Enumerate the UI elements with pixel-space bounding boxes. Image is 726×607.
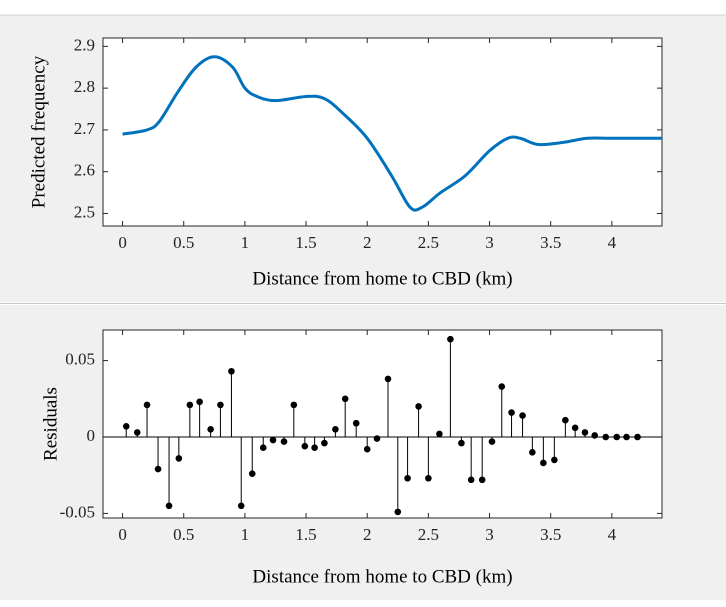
stem-marker [498,383,506,390]
x-tick-label: 2 [363,525,372,544]
stem-marker [571,424,579,432]
x-tick-label: 3.5 [540,233,561,252]
y-axis-label: Residuals [40,387,61,461]
stem-marker [259,444,267,451]
stem-marker [478,476,486,484]
stem-marker [404,474,411,482]
stem-marker [551,456,558,464]
x-axis-label: Distance from home to CBD (km) [252,268,512,289]
stem-marker [196,398,203,406]
stem-marker [341,395,349,403]
stem-marker [228,367,235,375]
x-tick-label: 0.5 [173,525,194,544]
stem-marker [540,459,547,467]
stem-marker [508,409,515,416]
x-tick-label: 3 [485,525,494,544]
x-tick-label: 1 [241,233,250,252]
stem-marker [165,502,173,510]
stem-marker [581,429,589,436]
x-tick-label: 2.5 [418,233,439,252]
x-tick-label: 2.5 [418,525,439,544]
stem-marker [269,436,277,444]
stem-marker [301,442,309,450]
x-tick-label: 2 [363,233,372,252]
stem-marker [122,422,130,430]
stem-marker [321,439,328,447]
y-tick-label: 2.9 [74,35,95,54]
x-tick-label: 0 [118,525,127,544]
stem-marker [280,438,288,445]
stem-marker [373,435,381,442]
x-tick-label: 4 [608,525,617,544]
y-axis-label: Predicted frequency [28,55,49,208]
stem-marker [623,433,630,441]
y-tick-label: 2.5 [74,202,95,221]
x-tick-label: 3.5 [540,525,561,544]
y-tick-label: 2.6 [74,161,95,180]
stem-marker [529,448,536,456]
x-tick-label: 1.5 [295,525,316,544]
stem-marker [436,430,443,438]
x-tick-label: 1.5 [295,233,316,252]
stem-marker [458,439,465,447]
stem-marker [290,401,298,409]
stem-marker [207,426,214,433]
stem-marker [237,502,245,510]
stem-marker [384,375,392,383]
y-tick-label: 2.8 [74,77,95,96]
x-axis-label: Distance from home to CBD (km) [252,566,512,587]
y-tick-label: 0.05 [65,349,95,368]
stem-marker [186,401,194,409]
x-tick-label: 3 [485,233,494,252]
stem-marker [634,433,641,441]
stem-marker [613,433,621,441]
stem-marker [175,455,183,462]
stem-marker [519,412,526,419]
stem-marker [352,419,360,427]
plot-area [102,329,663,519]
stem-marker [143,401,151,409]
y-tick-label: -0.05 [60,502,95,521]
stem-marker [467,476,475,484]
stem-marker [154,465,162,473]
plot-area [102,37,663,227]
x-tick-label: 1 [241,525,250,544]
y-tick-label: 2.7 [74,119,96,138]
stem-marker [591,432,599,439]
stem-marker [415,403,422,410]
stem-marker [133,429,141,436]
stem-marker [602,433,610,441]
x-tick-label: 0.5 [173,233,194,252]
stem-marker [562,416,569,424]
stem-marker [447,335,454,343]
stem-marker [394,508,402,516]
data-line [122,55,662,212]
stem-marker [332,426,339,433]
x-tick-label: 4 [608,233,617,252]
stem-marker [425,474,432,482]
stem-marker [217,401,224,409]
stem-marker [363,445,371,453]
x-tick-label: 0 [118,233,127,252]
stem-marker [311,444,318,451]
stem-marker [488,438,496,445]
y-tick-label: 0 [87,426,96,445]
stem-marker [248,470,256,477]
